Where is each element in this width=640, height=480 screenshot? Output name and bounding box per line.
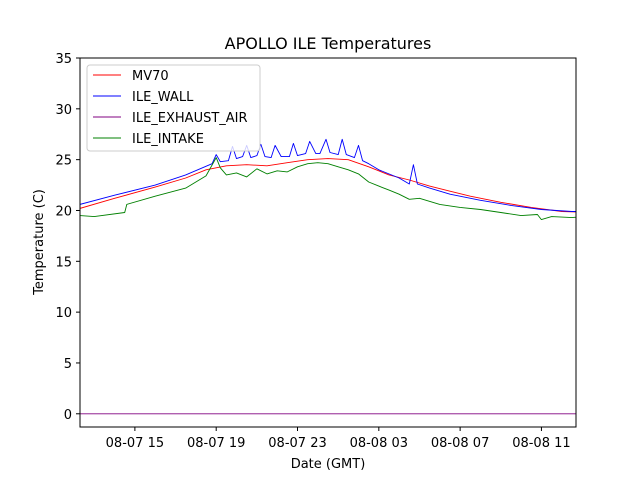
legend-label: ILE_EXHAUST_AIR	[132, 111, 248, 126]
x-tick-label: 08-07 19	[187, 436, 245, 451]
y-tick-label: 0	[64, 408, 72, 423]
y-tick-label: 20	[55, 204, 72, 219]
y-axis-label: Temperature (C)	[32, 189, 47, 296]
y-tick-label: 15	[55, 255, 72, 270]
x-tick-label: 08-08 11	[512, 436, 570, 451]
y-tick-label: 25	[55, 154, 72, 169]
series-line-mv70	[80, 158, 576, 213]
legend-label: ILE_WALL	[132, 90, 194, 105]
x-tick-label: 08-08 03	[350, 436, 408, 451]
chart-title: APOLLO ILE Temperatures	[225, 34, 432, 53]
y-tick-label: 35	[55, 52, 72, 67]
y-tick-label: 5	[64, 357, 72, 372]
x-axis-label: Date (GMT)	[291, 457, 366, 472]
plot-frame	[79, 57, 577, 428]
plot-area	[79, 57, 577, 428]
x-tick-label: 08-08 07	[431, 436, 489, 451]
series-layer	[80, 138, 576, 415]
y-tick-label: 30	[55, 103, 72, 118]
legend-label: ILE_INTAKE	[132, 132, 204, 147]
legend-label: MV70	[132, 69, 169, 84]
y-tick-label: 10	[55, 306, 72, 321]
series-line-ile-wall	[80, 138, 576, 212]
x-tick-label: 08-07 15	[106, 436, 164, 451]
y-axis: 0 5 10 15 20 25 30 35	[55, 52, 80, 423]
x-tick-label: 08-07 23	[268, 436, 326, 451]
series-line-ile-intake	[80, 157, 576, 221]
legend-box	[86, 64, 261, 152]
legend: MV70 ILE_WALL ILE_EXHAUST_AIR ILE_INTAKE	[86, 64, 261, 152]
x-axis: 08-07 15 08-07 19 08-07 23 08-08 03 08-08 07…	[106, 427, 571, 451]
